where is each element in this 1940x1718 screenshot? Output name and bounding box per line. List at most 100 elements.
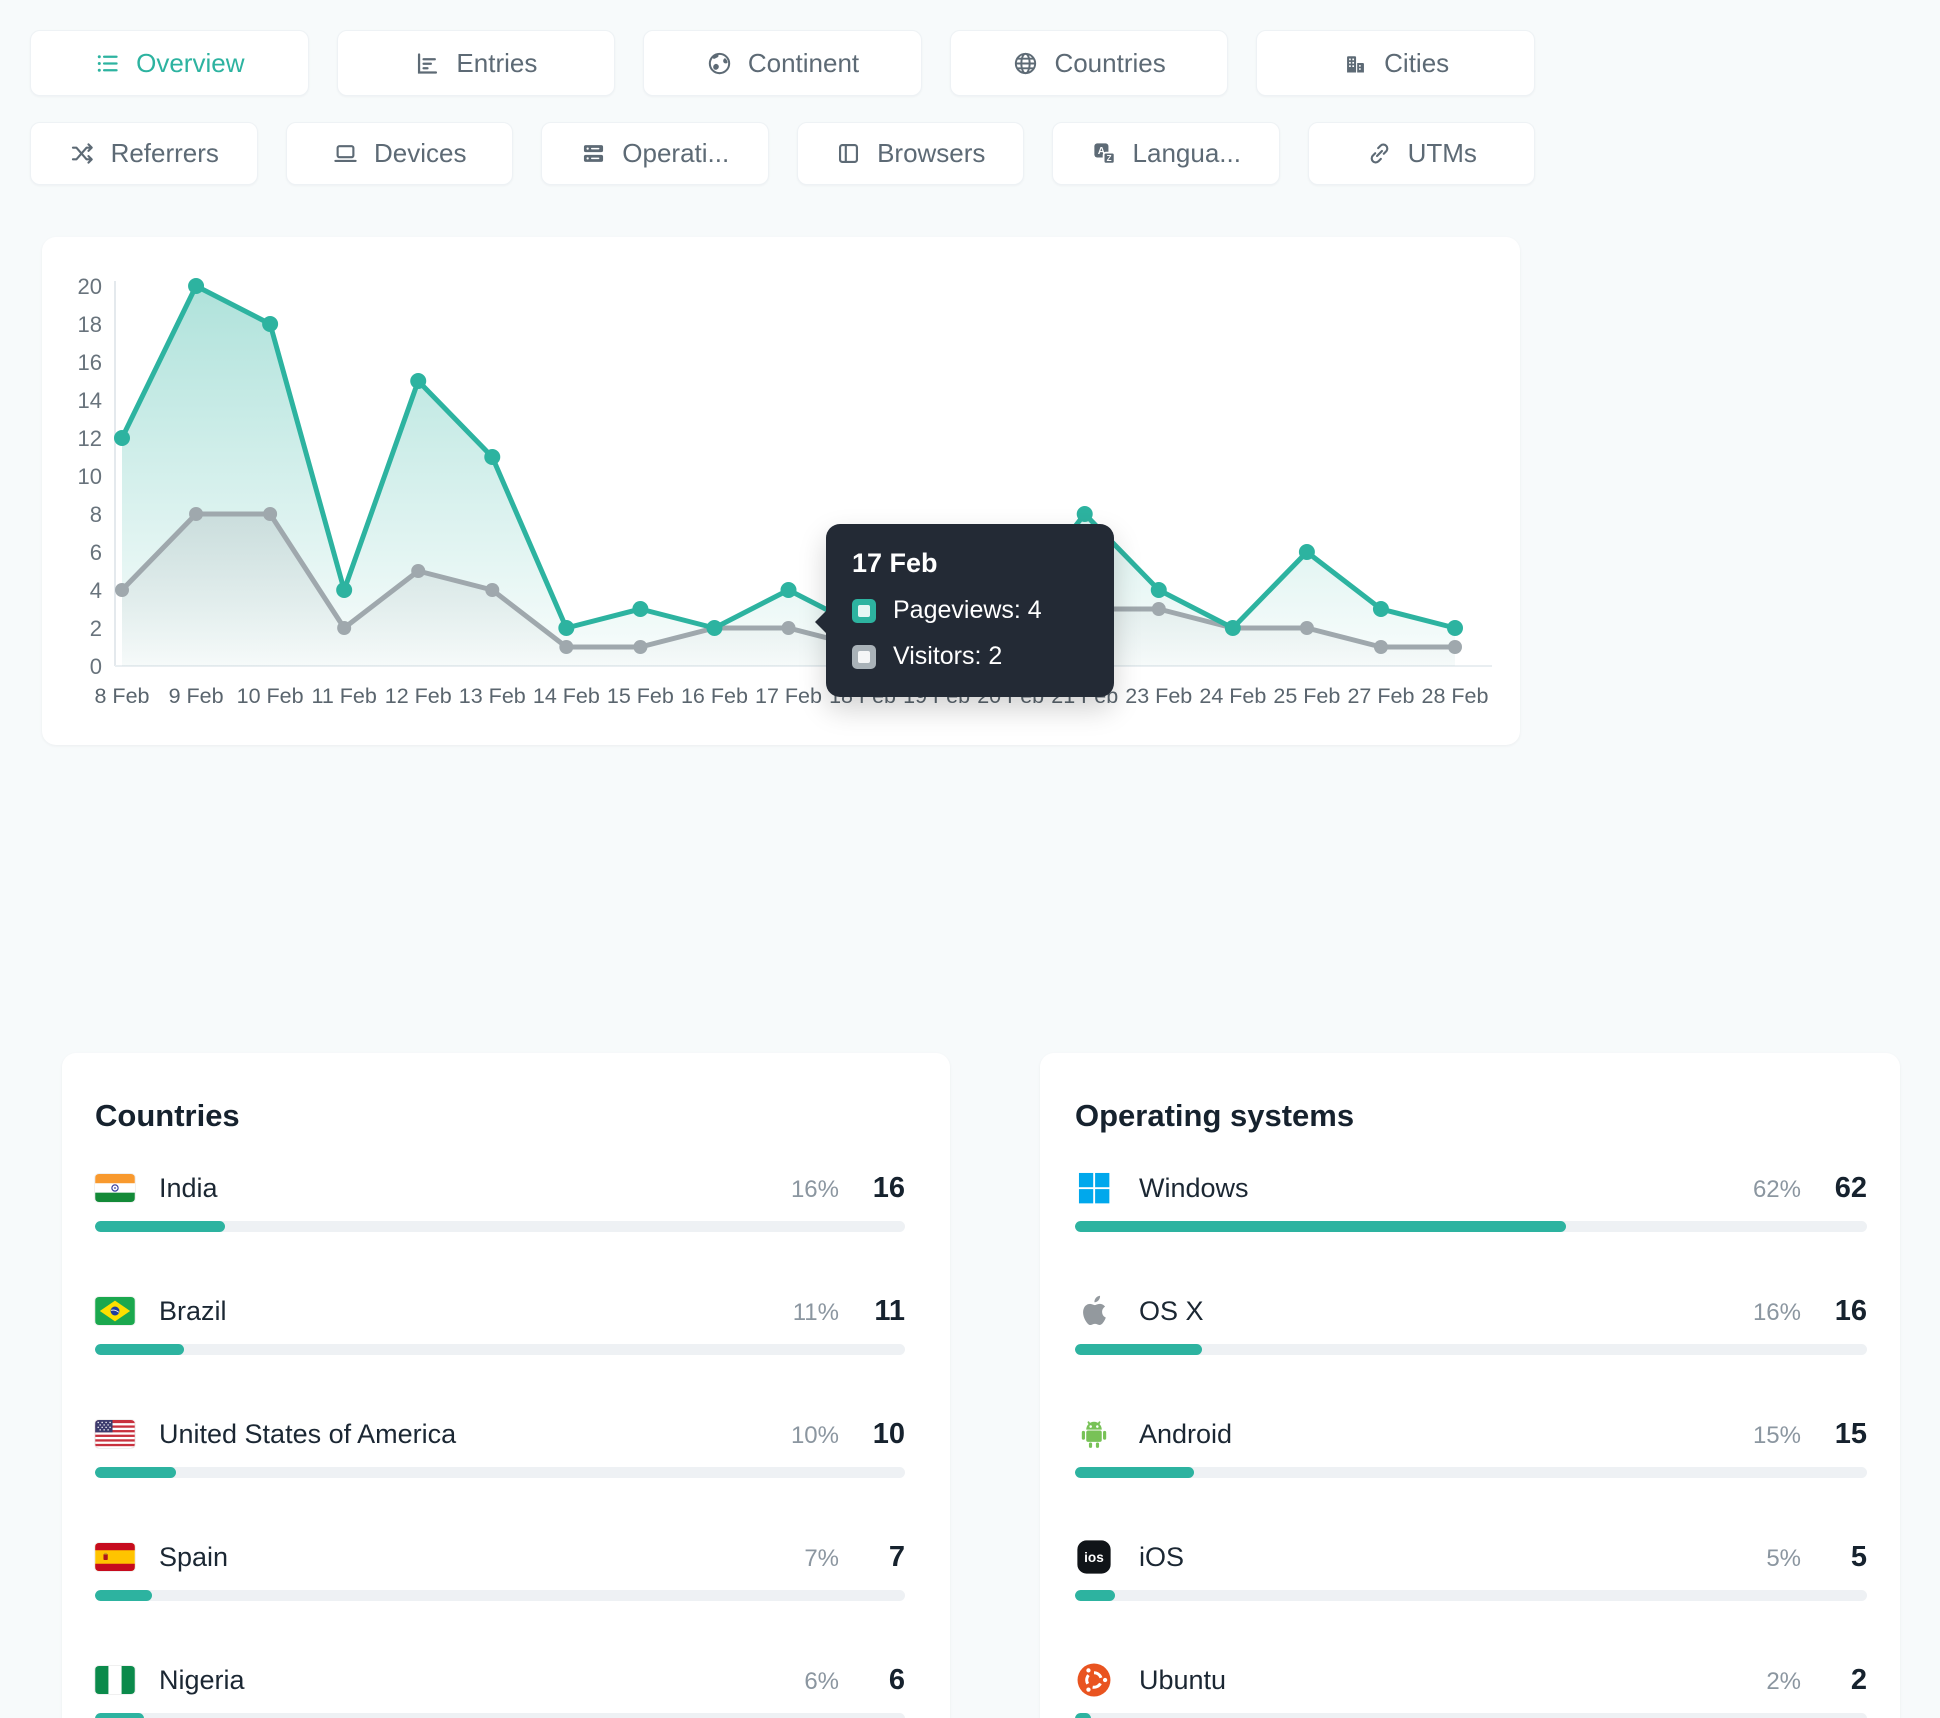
stat-row-header: OS X 16% 16 bbox=[1075, 1290, 1867, 1332]
row-os-x[interactable]: OS X 16% 16 bbox=[1075, 1290, 1867, 1355]
pageviews-point[interactable] bbox=[1224, 620, 1241, 636]
pageviews-point[interactable] bbox=[558, 620, 575, 636]
stat-label: iOS bbox=[1139, 1541, 1185, 1572]
visitors-point[interactable] bbox=[1373, 640, 1388, 654]
traffic-chart-card: 0 2 4 6 8 10 12 14 16 18 20 8 Feb 9 Feb 10 Feb 11 Feb 1… bbox=[42, 237, 1520, 745]
pageviews-point[interactable] bbox=[484, 449, 501, 465]
tab-countries[interactable]: Countries bbox=[949, 30, 1229, 96]
row-nigeria[interactable]: Nigeria 6% 6 bbox=[95, 1659, 905, 1718]
visitors-point[interactable] bbox=[189, 507, 204, 521]
svg-text:A: A bbox=[1097, 146, 1105, 157]
stat-count: 15 bbox=[1834, 1417, 1867, 1450]
stat-percent: 15% bbox=[1752, 1421, 1801, 1449]
visitors-point[interactable] bbox=[1299, 621, 1314, 635]
legend-square-icon bbox=[852, 644, 876, 669]
laptop-icon bbox=[332, 140, 359, 167]
legend-square-icon bbox=[852, 598, 876, 623]
pageviews-point[interactable] bbox=[706, 620, 723, 636]
x-tick-label: 16 Feb bbox=[681, 684, 748, 708]
flag-brazil-icon bbox=[95, 1297, 137, 1325]
y-tick-label: 18 bbox=[78, 312, 102, 337]
pageviews-point[interactable] bbox=[336, 582, 353, 598]
visitors-point[interactable] bbox=[263, 507, 278, 521]
traffic-line-chart[interactable]: 0 2 4 6 8 10 12 14 16 18 20 8 Feb 9 Feb 10 Feb 11 Feb 1… bbox=[42, 237, 1520, 745]
visitors-point[interactable] bbox=[115, 583, 129, 597]
stat-bar-track bbox=[95, 1467, 905, 1478]
row-windows[interactable]: Windows 62% 62 bbox=[1075, 1167, 1867, 1232]
buildings-icon bbox=[1342, 50, 1369, 77]
visitors-point[interactable] bbox=[781, 621, 796, 635]
stat-bar-track bbox=[95, 1713, 905, 1718]
pageviews-point[interactable] bbox=[188, 278, 205, 294]
stat-row-header: Android 15% 15 bbox=[1075, 1413, 1867, 1455]
stat-label: OS X bbox=[1139, 1295, 1204, 1326]
y-tick-label: 12 bbox=[78, 426, 102, 451]
row-android[interactable]: Android 15% 15 bbox=[1075, 1413, 1867, 1478]
tab-browsers[interactable]: Browsers bbox=[796, 122, 1024, 185]
x-tick-label: 10 Feb bbox=[237, 684, 304, 708]
y-tick-label: 14 bbox=[78, 388, 102, 413]
stat-label: Spain bbox=[159, 1541, 229, 1572]
stat-percent: 5% bbox=[1766, 1544, 1801, 1572]
stat-bar-fill bbox=[1075, 1221, 1567, 1232]
tab-devices[interactable]: Devices bbox=[285, 122, 513, 185]
pageviews-point[interactable] bbox=[1447, 620, 1463, 636]
y-tick-label: 6 bbox=[90, 540, 102, 565]
tab-entries[interactable]: Entries bbox=[336, 30, 616, 96]
pageviews-point[interactable] bbox=[1372, 601, 1389, 617]
visitors-point[interactable] bbox=[1448, 640, 1462, 654]
stat-row-header: ios iOS 5% 5 bbox=[1075, 1536, 1867, 1578]
x-tick-label: 9 Feb bbox=[169, 684, 224, 708]
breakdown-cards: Countries India 16% 16 Brazil 11% 11 United St… bbox=[62, 1053, 1940, 1718]
row-ubuntu[interactable]: Ubuntu 2% 2 bbox=[1075, 1659, 1867, 1718]
pageviews-point[interactable] bbox=[780, 582, 797, 598]
android-icon bbox=[1075, 1415, 1117, 1453]
row-brazil[interactable]: Brazil 11% 11 bbox=[95, 1290, 905, 1355]
stat-label: Ubuntu bbox=[1139, 1664, 1227, 1695]
tab-operati[interactable]: Operati... bbox=[541, 122, 769, 185]
stat-values: 16% 16 bbox=[1753, 1295, 1867, 1328]
tab-continent[interactable]: Continent bbox=[643, 30, 922, 96]
pageviews-point[interactable] bbox=[114, 430, 130, 446]
visitors-point[interactable] bbox=[1151, 602, 1166, 616]
row-spain[interactable]: Spain 7% 7 bbox=[95, 1536, 905, 1601]
x-tick-label: 15 Feb bbox=[607, 684, 674, 708]
visitors-area bbox=[122, 514, 1455, 666]
stat-bar-fill bbox=[1075, 1590, 1115, 1601]
pageviews-point[interactable] bbox=[1076, 506, 1093, 522]
visitors-point[interactable] bbox=[633, 640, 648, 654]
stat-percent: 6% bbox=[804, 1667, 839, 1695]
stat-row-header: Spain 7% 7 bbox=[95, 1536, 905, 1578]
row-ios[interactable]: ios iOS 5% 5 bbox=[1075, 1536, 1867, 1601]
visitors-point[interactable] bbox=[559, 640, 574, 654]
tab-utms[interactable]: UTMs bbox=[1307, 122, 1535, 185]
stat-percent: 2% bbox=[1766, 1667, 1801, 1695]
pageviews-point[interactable] bbox=[410, 373, 427, 389]
ios-icon: ios bbox=[1075, 1538, 1117, 1576]
tab-referrers[interactable]: Referrers bbox=[30, 122, 258, 185]
tab-cities[interactable]: Cities bbox=[1256, 30, 1535, 96]
tab-langua[interactable]: A Z Langua... bbox=[1052, 122, 1280, 185]
visitors-point[interactable] bbox=[411, 564, 426, 578]
stat-label: United States of America bbox=[159, 1418, 457, 1449]
server-icon bbox=[580, 140, 607, 167]
visitors-point[interactable] bbox=[485, 583, 500, 597]
stat-values: 11% 11 bbox=[793, 1295, 905, 1328]
visitors-point[interactable] bbox=[337, 621, 352, 635]
row-united-states-of-america[interactable]: United States of America 10% 10 bbox=[95, 1413, 905, 1478]
stat-row-header: Ubuntu 2% 2 bbox=[1075, 1659, 1867, 1701]
stat-count: 6 bbox=[888, 1663, 905, 1696]
pageviews-point[interactable] bbox=[1298, 544, 1315, 560]
pageviews-point[interactable] bbox=[262, 316, 279, 332]
pageviews-point[interactable] bbox=[632, 601, 649, 617]
windows-icon bbox=[1075, 1169, 1117, 1207]
y-tick-label: 10 bbox=[78, 464, 102, 489]
stat-bar-track bbox=[1075, 1590, 1867, 1601]
row-india[interactable]: India 16% 16 bbox=[95, 1167, 905, 1232]
pageviews-point[interactable] bbox=[1150, 582, 1167, 598]
stat-values: 2% 2 bbox=[1766, 1664, 1867, 1697]
stat-bar-fill bbox=[95, 1467, 176, 1478]
tooltip-metric-label: Pageviews: 4 bbox=[893, 596, 1042, 624]
tab-overview[interactable]: Overview bbox=[30, 30, 309, 96]
